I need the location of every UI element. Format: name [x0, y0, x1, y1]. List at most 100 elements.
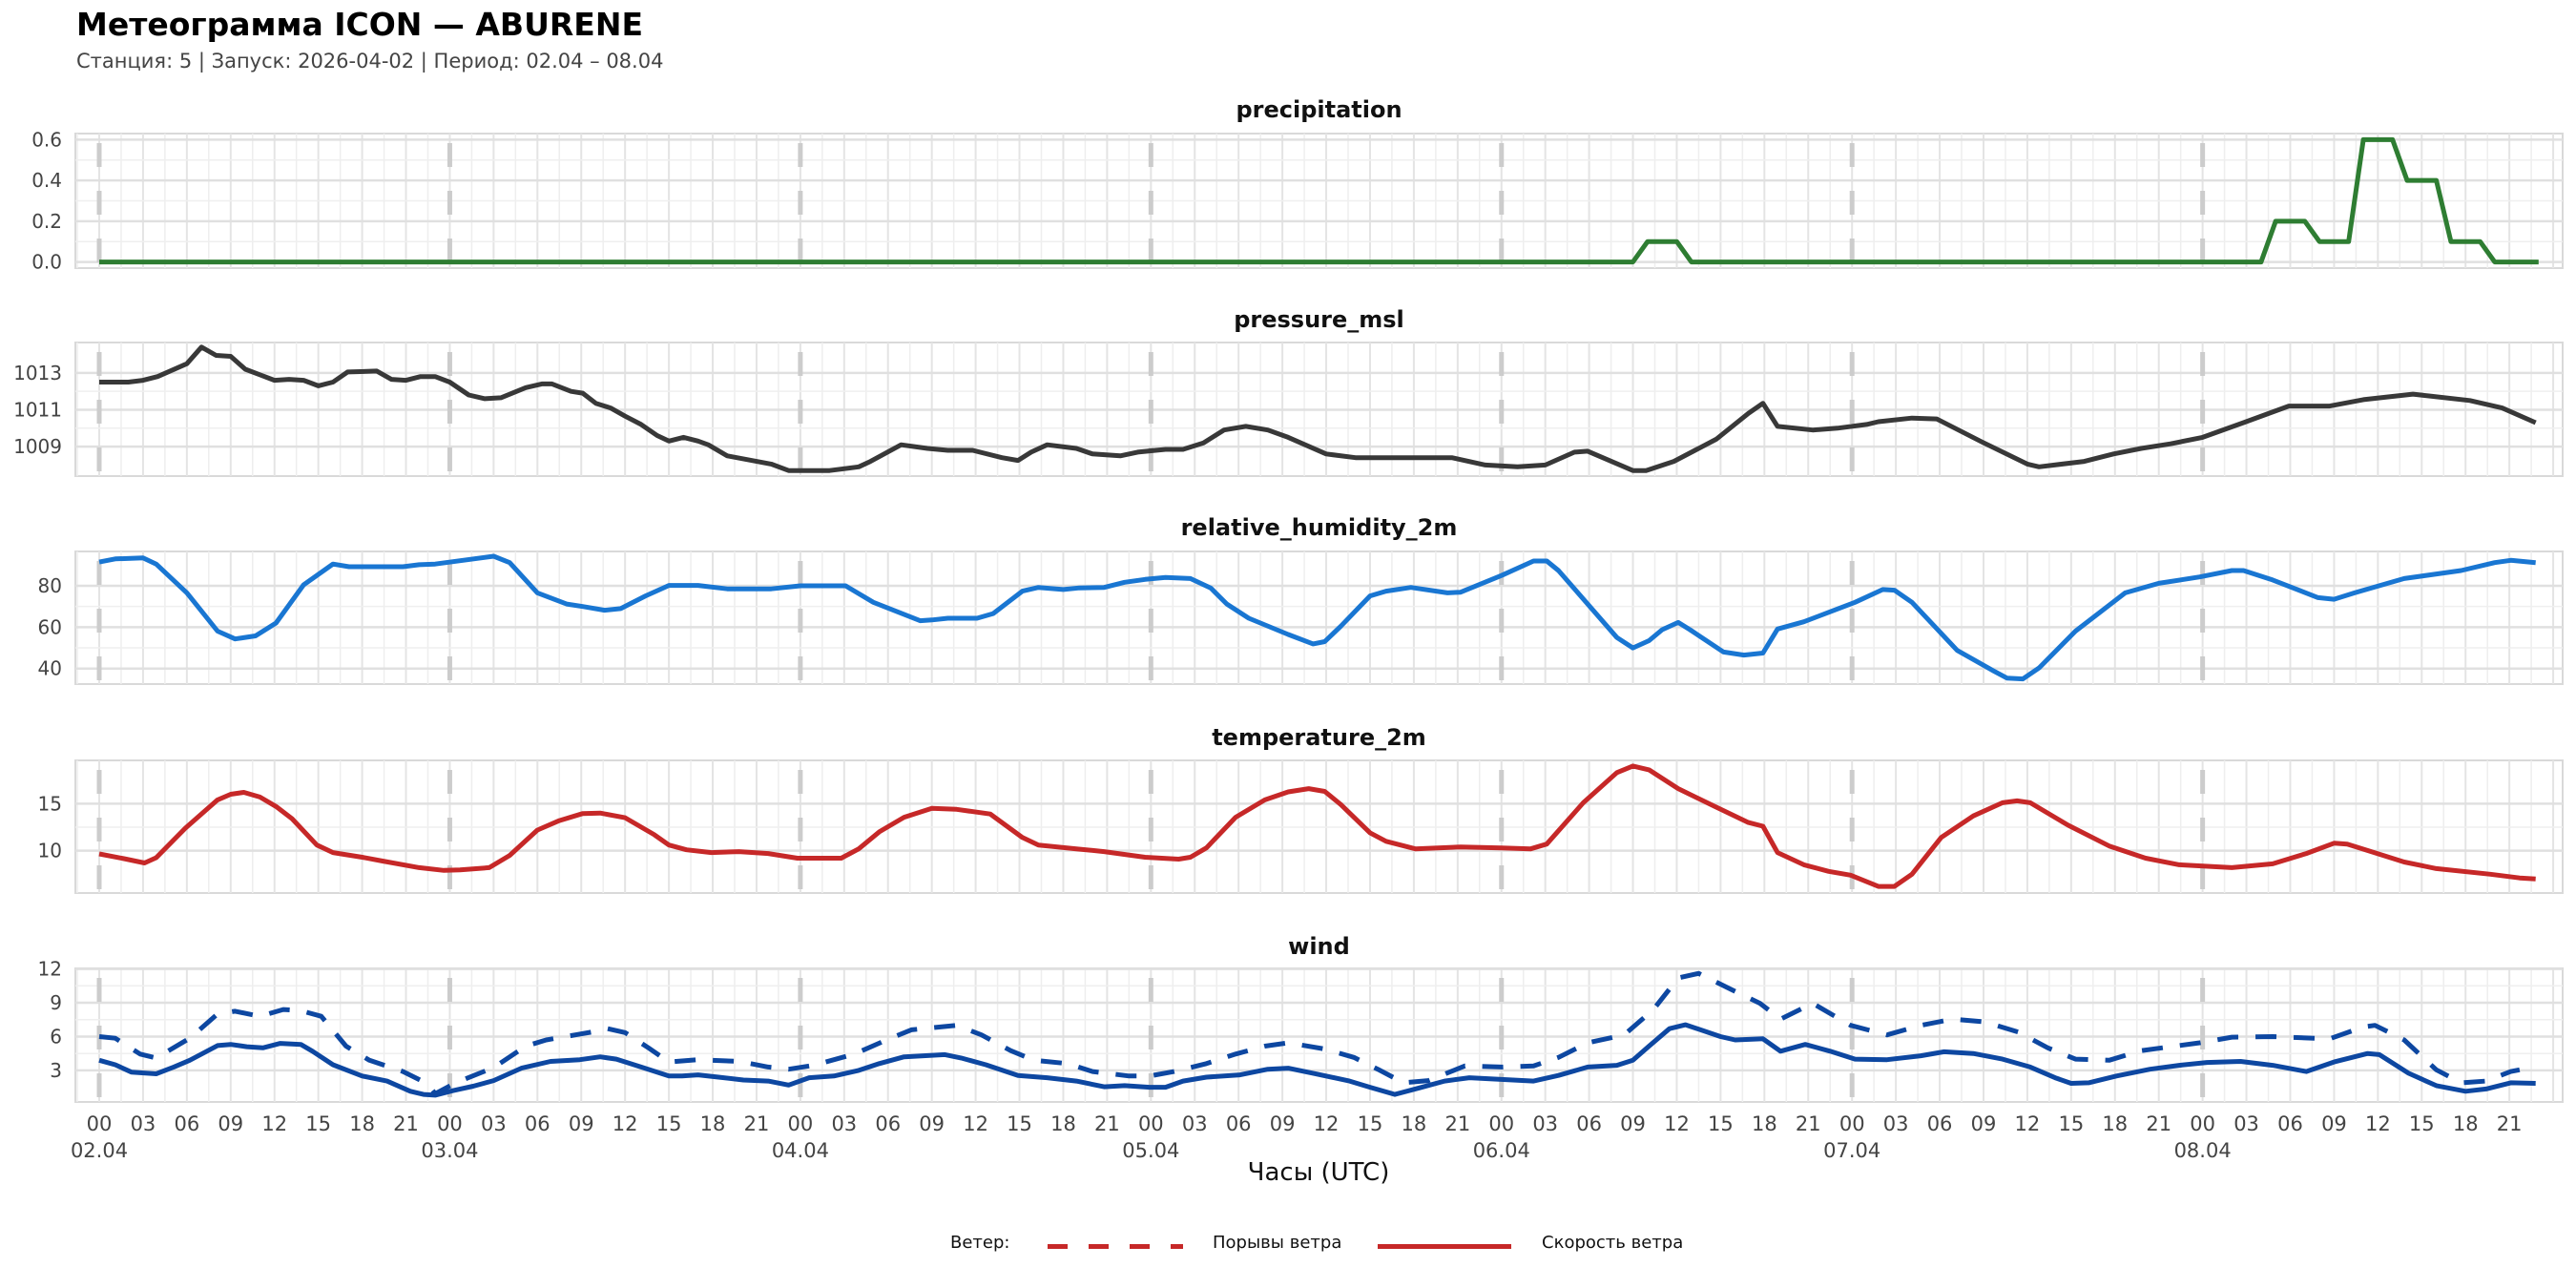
x-date-label: 02.04: [71, 1139, 128, 1162]
x-tick-label: 03: [131, 1112, 156, 1135]
x-tick-label: 06: [1576, 1112, 1602, 1135]
x-tick-label: 15: [305, 1112, 331, 1135]
legend-gust-label: Порывы ветра: [1213, 1233, 1342, 1253]
x-tick-label: 18: [1402, 1112, 1427, 1135]
x-tick-label: 09: [1971, 1112, 1997, 1135]
x-tick-label: 09: [569, 1112, 594, 1135]
series-line-wind-1: [98, 1022, 2536, 1098]
legend-speed-label: Скорость ветра: [1542, 1233, 1684, 1253]
x-tick-label: 12: [2365, 1112, 2391, 1135]
x-date-label: 05.04: [1122, 1139, 1179, 1162]
y-tick-label: 10: [38, 840, 62, 862]
panel-title: pressure_msl: [1234, 306, 1404, 333]
y-tick-label: 9: [50, 991, 62, 1014]
x-tick-label: 03: [831, 1112, 857, 1135]
x-tick-label: 09: [218, 1112, 243, 1135]
x-tick-label: 09: [919, 1112, 945, 1135]
x-tick-label: 18: [1752, 1112, 1777, 1135]
series-line-temperature_2m-0: [98, 763, 2536, 889]
panel-wind: 3 6 9 12 wind: [38, 933, 2564, 1103]
x-tick-label: 00: [1488, 1112, 1514, 1135]
x-tick-label: 18: [1050, 1112, 1076, 1135]
x-tick-label: 12: [2015, 1112, 2041, 1135]
panel-title: temperature_2m: [1212, 724, 1426, 751]
x-tick-label: 06: [525, 1112, 551, 1135]
x-date-label: 04.04: [772, 1139, 829, 1162]
x-tick-label: 21: [2146, 1112, 2171, 1135]
y-tick-label: 1013: [13, 362, 62, 384]
panel-frame: [74, 551, 2564, 685]
y-tick-label: 0.2: [31, 210, 62, 233]
x-tick-label: 06: [875, 1112, 901, 1135]
legend-speed-swatch: [1378, 1244, 1511, 1249]
y-tick-label: 0.4: [31, 169, 62, 192]
y-tick-label: 6: [50, 1025, 62, 1048]
panel-relative_humidity_2m: 40 60 80 relative_humidity_2m: [38, 514, 2564, 685]
x-tick-label: 21: [393, 1112, 419, 1135]
x-tick-label: 21: [744, 1112, 770, 1135]
x-tick-label: 06: [1927, 1112, 1953, 1135]
y-tick-label: 40: [38, 657, 62, 680]
x-tick-label: 06: [174, 1112, 199, 1135]
x-tick-label: 21: [1796, 1112, 1821, 1135]
panel-frame: [74, 967, 2564, 1103]
panel-temperature_2m: 10 15 temperature_2m: [38, 724, 2564, 894]
x-tick-label: 21: [1444, 1112, 1470, 1135]
x-tick-label: 00: [1138, 1112, 1164, 1135]
x-tick-label: 15: [1358, 1112, 1383, 1135]
chart-subtitle: Станция: 5 | Запуск: 2026-04-02 | Период…: [76, 50, 664, 73]
series-line-pressure_msl-0: [99, 344, 2537, 473]
x-tick-label: 03: [2233, 1112, 2259, 1135]
x-tick-label: 18: [700, 1112, 726, 1135]
x-tick-label: 18: [2102, 1112, 2128, 1135]
panel-title: precipitation: [1236, 96, 1402, 123]
x-date-label: 07.04: [1823, 1139, 1880, 1162]
y-tick-label: 3: [50, 1059, 62, 1082]
x-tick-label: 09: [2321, 1112, 2347, 1135]
x-tick-label: 21: [1094, 1112, 1120, 1135]
x-tick-label: 12: [1664, 1112, 1690, 1135]
series-line-relative_humidity_2m-0: [98, 553, 2536, 682]
chart-title: Метеограмма ICON — ABURENE: [76, 6, 643, 43]
x-tick-label: 21: [2497, 1112, 2523, 1135]
x-tick-label: 12: [613, 1112, 638, 1135]
x-tick-label: 18: [2453, 1112, 2479, 1135]
y-tick-label: 1011: [13, 398, 62, 421]
legend-title: Ветер:: [950, 1233, 1010, 1253]
x-tick-label: 09: [1270, 1112, 1296, 1135]
x-tick-label: 03: [481, 1112, 507, 1135]
x-tick-label: 03: [1532, 1112, 1558, 1135]
y-tick-label: 80: [38, 574, 62, 597]
x-tick-label: 15: [1007, 1112, 1032, 1135]
x-axis-title: Часы (UTC): [1247, 1158, 1390, 1187]
x-tick-label: 15: [1708, 1112, 1734, 1135]
series-line-precipitation-0: [99, 136, 2539, 265]
x-tick-label: 00: [87, 1112, 113, 1135]
y-tick-label: 12: [38, 958, 62, 981]
panel-title: wind: [1288, 933, 1350, 960]
panel-title: relative_humidity_2m: [1181, 514, 1458, 541]
legend-gust-swatch: [1048, 1244, 1183, 1249]
y-tick-label: 1009: [13, 435, 62, 458]
x-tick-label: 12: [1314, 1112, 1340, 1135]
x-tick-label: 00: [2190, 1112, 2215, 1135]
x-tick-label: 03: [1883, 1112, 1909, 1135]
x-tick-label: 06: [2277, 1112, 2303, 1135]
x-tick-label: 00: [437, 1112, 463, 1135]
y-tick-label: 0.0: [31, 251, 62, 274]
x-tick-label: 00: [1839, 1112, 1865, 1135]
x-date-label: 08.04: [2174, 1139, 2232, 1162]
panel-pressure_msl: 1009 1011 1013 pressure_msl: [13, 306, 2564, 477]
x-tick-label: 06: [1226, 1112, 1252, 1135]
x-tick-label: 15: [656, 1112, 682, 1135]
x-tick-label: 18: [349, 1112, 375, 1135]
x-tick-label: 12: [963, 1112, 988, 1135]
y-tick-label: 0.6: [31, 128, 62, 151]
x-tick-label: 15: [2058, 1112, 2084, 1135]
x-tick-label: 03: [1182, 1112, 1208, 1135]
x-tick-label: 00: [788, 1112, 814, 1135]
x-tick-label: 09: [1620, 1112, 1646, 1135]
x-date-label: 03.04: [421, 1139, 478, 1162]
